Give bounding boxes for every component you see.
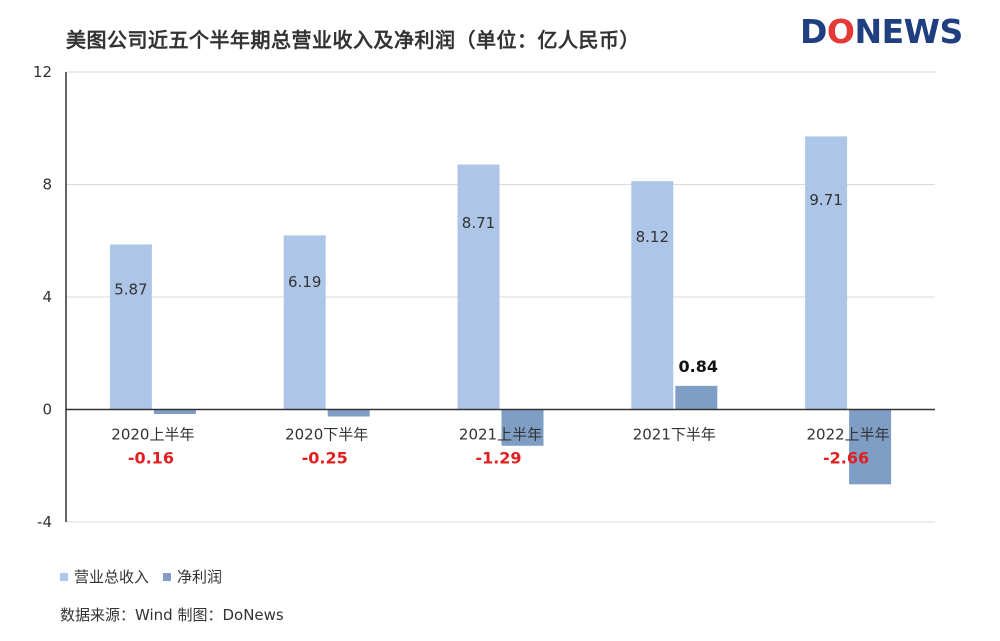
x-category-label: 2021上半年 xyxy=(459,426,542,444)
x-category-label: 2022上半年 xyxy=(807,426,890,444)
legend-item-profit: 净利润 xyxy=(163,566,222,587)
legend-label-revenue: 营业总收入 xyxy=(74,568,150,586)
y-tick-label: 4 xyxy=(42,288,52,306)
logo-letter-o: O xyxy=(826,12,855,51)
profit-data-label: -0.16 xyxy=(128,449,174,468)
bar-chart: 12 8 4 0 -4 5.87 6.19 8.71 8.12 9.71 2020上半年 -0.16 2… xyxy=(33,63,935,531)
x-category-label: 2021下半年 xyxy=(633,426,716,444)
x-category-label: 2020下半年 xyxy=(285,426,368,444)
revenue-data-label: 8.71 xyxy=(462,214,495,232)
y-tick-label: 0 xyxy=(42,401,52,419)
y-tick-label: -4 xyxy=(37,513,52,531)
revenue-data-label: 9.71 xyxy=(809,191,842,209)
legend: 营业总收入 净利润 xyxy=(60,566,236,587)
revenue-bar xyxy=(457,164,500,410)
legend-swatch-revenue xyxy=(60,572,68,581)
revenue-data-label: 6.19 xyxy=(288,273,321,291)
profit-data-label: 0.84 xyxy=(679,357,718,376)
profit-data-label: -1.29 xyxy=(475,449,521,468)
legend-item-revenue: 营业总收入 xyxy=(60,566,149,587)
logo-text-news: NEWS xyxy=(854,12,963,51)
profit-bar xyxy=(153,409,196,414)
revenue-bar xyxy=(109,244,152,410)
legend-swatch-profit xyxy=(163,572,172,581)
revenue-bar xyxy=(631,181,674,410)
revenue-bar xyxy=(283,235,326,410)
profit-bar xyxy=(675,385,718,410)
profit-data-label: -2.66 xyxy=(823,449,869,468)
chart-title: 美图公司近五个半年期总营业收入及净利润（单位：亿人民币） xyxy=(66,28,640,52)
profit-bar xyxy=(501,409,544,446)
profit-data-label: -0.25 xyxy=(302,449,348,468)
profit-bar xyxy=(327,409,370,417)
donews-logo: DONEWS xyxy=(800,12,963,51)
logo-letter-d: D xyxy=(800,12,827,51)
source-note: 数据来源：Wind 制图：DoNews xyxy=(60,606,284,624)
x-category-label: 2020上半年 xyxy=(111,426,194,444)
revenue-data-label: 8.12 xyxy=(636,228,669,246)
revenue-data-label: 5.87 xyxy=(114,280,147,298)
revenue-bar xyxy=(805,136,848,410)
legend-label-profit: 净利润 xyxy=(177,568,223,586)
y-tick-label: 12 xyxy=(33,63,52,81)
profit-bar xyxy=(849,409,892,485)
y-tick-label: 8 xyxy=(42,176,52,194)
